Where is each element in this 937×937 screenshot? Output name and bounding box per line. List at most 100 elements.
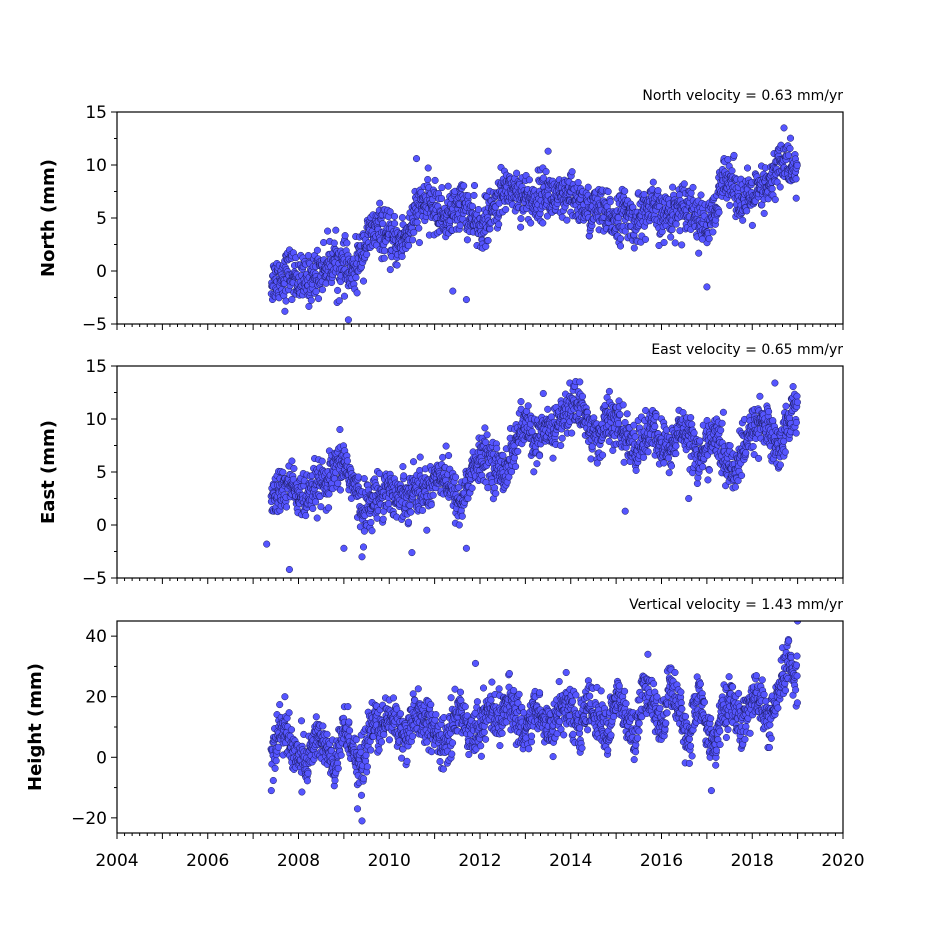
height-point-417 bbox=[385, 736, 393, 744]
east-point-1855 bbox=[793, 398, 801, 406]
east-point-1673 bbox=[742, 449, 750, 457]
height-point-459 bbox=[398, 754, 406, 762]
height-point-756 bbox=[482, 735, 490, 743]
north-point-1823 bbox=[784, 151, 793, 159]
east-point-41 bbox=[279, 468, 287, 476]
north-outlier-6 bbox=[703, 283, 711, 291]
east-point-625 bbox=[445, 451, 453, 460]
east-point-650 bbox=[452, 473, 460, 481]
north-point-514 bbox=[413, 218, 421, 226]
east-point-571 bbox=[429, 491, 437, 499]
east-point-328 bbox=[360, 475, 368, 483]
east-ytick-label-2: 5 bbox=[96, 463, 107, 483]
north-point-298 bbox=[352, 273, 360, 282]
north-point-1232 bbox=[616, 235, 625, 243]
north-point-1196 bbox=[606, 198, 614, 206]
north-outlier-7 bbox=[698, 235, 706, 243]
north-point-1831 bbox=[786, 134, 795, 142]
north-point-419 bbox=[386, 266, 394, 274]
east-point-1352 bbox=[651, 422, 659, 430]
north-point-228 bbox=[332, 226, 340, 234]
north-point-1414 bbox=[668, 226, 676, 234]
north-point-141 bbox=[307, 296, 315, 304]
height-point-918 bbox=[528, 732, 536, 740]
north-point-1579 bbox=[715, 208, 723, 216]
east-point-162 bbox=[313, 514, 321, 522]
east-point-175 bbox=[317, 503, 325, 511]
north-point-1851 bbox=[792, 194, 800, 202]
height-point-748 bbox=[479, 684, 488, 692]
height-point-319 bbox=[357, 791, 366, 799]
height-point-595 bbox=[436, 757, 444, 766]
east-point-1150 bbox=[593, 459, 601, 467]
east-ytick-label-4: −5 bbox=[82, 569, 107, 589]
east-velocity-label: East velocity = 0.65 mm/yr bbox=[651, 342, 843, 358]
height-point-635 bbox=[447, 694, 455, 702]
north-point-1829 bbox=[786, 144, 794, 153]
north-point-1319 bbox=[641, 235, 650, 243]
east-point-975 bbox=[544, 405, 552, 413]
north-point-1507 bbox=[695, 249, 703, 257]
north-point-1487 bbox=[689, 183, 697, 191]
height-point-63 bbox=[285, 709, 293, 717]
north-ytick-label-0: 15 bbox=[85, 103, 107, 123]
height-point-397 bbox=[380, 731, 388, 739]
east-ylabel: East (mm) bbox=[38, 420, 59, 524]
height-point-566 bbox=[428, 748, 436, 756]
east-point-235 bbox=[334, 479, 342, 487]
north-point-731 bbox=[474, 205, 483, 214]
height-point-751 bbox=[480, 728, 488, 736]
north-point-1408 bbox=[667, 233, 675, 241]
east-point-80 bbox=[290, 464, 298, 473]
north-point-444 bbox=[393, 261, 401, 269]
east-point-1723 bbox=[756, 392, 764, 400]
east-point-1428 bbox=[672, 442, 680, 450]
east-point-1589 bbox=[718, 419, 726, 427]
east-point-1026 bbox=[558, 434, 566, 442]
north-point-691 bbox=[463, 236, 471, 244]
east-point-1286 bbox=[632, 466, 640, 474]
north-point-1347 bbox=[649, 178, 657, 186]
height-point-299 bbox=[352, 736, 360, 744]
east-point-617 bbox=[442, 442, 450, 450]
east-point-1244 bbox=[620, 458, 628, 466]
north-ytick-label-2: 5 bbox=[96, 209, 107, 229]
height-point-1015 bbox=[555, 678, 563, 686]
east-point-533 bbox=[419, 506, 427, 514]
north-point-1061 bbox=[568, 168, 576, 176]
east-point-1594 bbox=[719, 408, 727, 416]
north-point-1850 bbox=[792, 175, 800, 183]
north-point-336 bbox=[363, 250, 371, 258]
east-point-1618 bbox=[726, 442, 734, 450]
east-point-502 bbox=[409, 458, 418, 466]
east-point-564 bbox=[427, 501, 435, 509]
height-point-697 bbox=[465, 750, 473, 759]
north-point-1545 bbox=[705, 235, 713, 243]
east-outlier-3 bbox=[358, 553, 366, 561]
east-point-1284 bbox=[631, 433, 639, 441]
east-point-1427 bbox=[672, 450, 680, 458]
north-velocity-label: North velocity = 0.63 mm/yr bbox=[642, 88, 843, 104]
east-point-959 bbox=[539, 389, 547, 398]
height-point-648 bbox=[451, 685, 459, 693]
east-point-395 bbox=[379, 515, 387, 523]
north-point-1364 bbox=[654, 187, 662, 195]
north-point-158 bbox=[312, 288, 320, 296]
north-point-166 bbox=[314, 295, 323, 303]
east-point-1248 bbox=[621, 418, 629, 427]
height-point-727 bbox=[473, 698, 481, 706]
north-point-1697 bbox=[748, 221, 756, 229]
north-point-1043 bbox=[563, 216, 571, 224]
north-ytick-label-3: 0 bbox=[96, 262, 107, 282]
north-point-969 bbox=[542, 168, 550, 176]
north-point-600 bbox=[437, 194, 446, 203]
height-point-236 bbox=[334, 764, 342, 772]
height-point-128 bbox=[303, 777, 311, 785]
north-point-1425 bbox=[671, 239, 679, 247]
north-ytick-label-1: 10 bbox=[85, 156, 107, 176]
east-point-1452 bbox=[679, 409, 687, 417]
north-point-1677 bbox=[743, 207, 751, 215]
east-point-325 bbox=[359, 543, 368, 551]
north-point-717 bbox=[470, 181, 479, 190]
height-point-431 bbox=[389, 694, 398, 702]
